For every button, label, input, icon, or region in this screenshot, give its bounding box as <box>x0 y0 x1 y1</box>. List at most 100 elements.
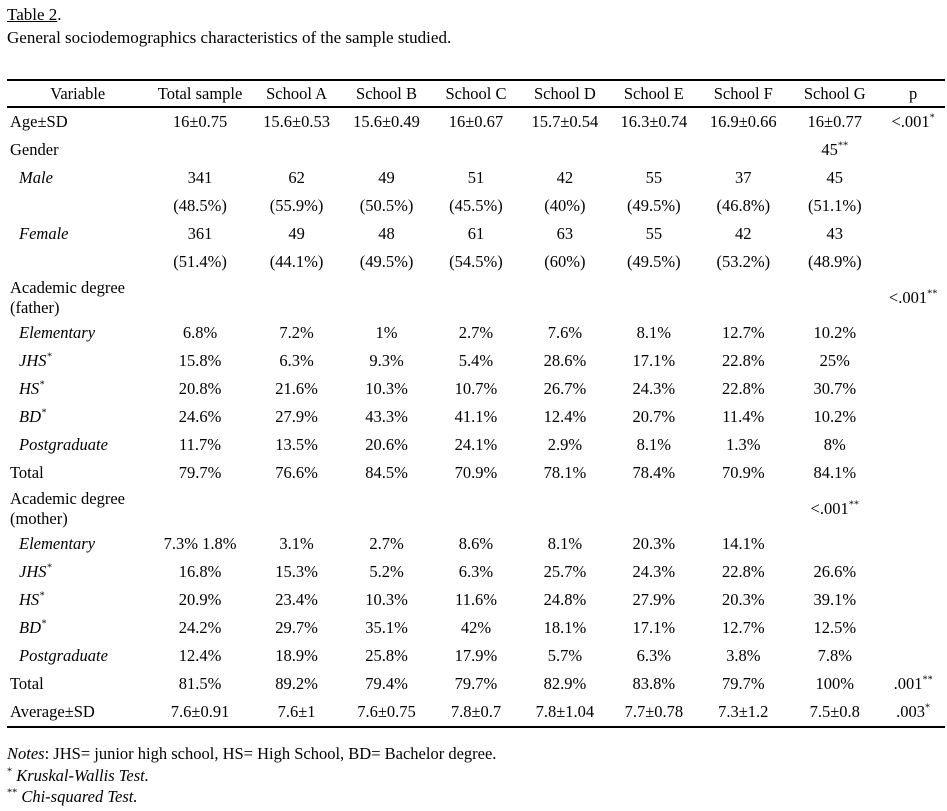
table-cell: 45 <box>826 168 844 187</box>
header-row: Variable Total sample School A School B Scho… <box>7 80 945 108</box>
table-cell <box>881 431 945 459</box>
table-cell: (40%) <box>544 196 586 215</box>
column-header-school-c: School C <box>431 80 521 108</box>
row-label: Male <box>19 168 53 187</box>
table-cell: 45** <box>821 140 849 159</box>
table-cell: 55 <box>645 224 663 243</box>
table-cell <box>252 136 342 164</box>
table-cell: 17.1% <box>632 351 676 370</box>
table-cell: 24.3% <box>632 562 676 581</box>
table-cell: (48.5%) <box>173 196 227 215</box>
table-cell: 61 <box>467 224 485 243</box>
table-cell: 79.7% <box>721 674 765 693</box>
table-cell: 18.1% <box>543 618 587 637</box>
table-cell: 9.3% <box>369 351 404 370</box>
row-label: Age±SD <box>10 112 68 131</box>
table-cell: 25% <box>819 351 850 370</box>
notes-label: Notes <box>7 744 45 763</box>
table-cell: (48.9%) <box>807 252 862 271</box>
footnote-marker: * <box>41 618 47 630</box>
table-row: Academic degree (father) <.001** <box>7 276 945 319</box>
table-cell: 42 <box>735 224 752 243</box>
table-cell <box>881 136 945 164</box>
table-cell: 7.2% <box>279 323 314 342</box>
table-cell: 42% <box>460 618 492 637</box>
table-cell: 83.8% <box>632 674 676 693</box>
table-cell: 11.7% <box>179 435 222 454</box>
table-cell: 20.7% <box>632 407 676 426</box>
table-cell <box>881 319 945 347</box>
table-row: Total 79.7% 76.6% 84.5% 70.9% 78.1% 78.4% 70.9%… <box>7 459 945 487</box>
footnote-marker: ** <box>927 288 938 299</box>
table-cell <box>149 136 252 164</box>
table-cell: 48 <box>378 224 395 243</box>
table-cell <box>609 487 698 530</box>
table-row: (48.5%) (55.9%) (50.5%) (45.5%) (40%) (49.5%)… <box>7 192 945 220</box>
table-cell: 24.6% <box>178 407 222 426</box>
table-cell: 17.9% <box>454 646 498 665</box>
table-row: Postgraduate 12.4% 18.9% 25.8% 17.9% 5.7% 6.3%… <box>7 642 945 670</box>
column-header-school-f: School F <box>698 80 789 108</box>
table-cell: 15.6±0.53 <box>263 112 330 131</box>
table-cell: 1% <box>375 323 398 342</box>
table-cell: 11.4% <box>722 407 765 426</box>
row-label: BD* <box>19 618 47 637</box>
table-cell: 8% <box>823 435 846 454</box>
table-cell: 5.2% <box>369 562 404 581</box>
abbreviations-note: Notes: JHS= junior high school, HS= High… <box>7 743 938 765</box>
table-row: Postgraduate 11.7% 13.5% 20.6% 24.1% 2.9% 8.1%… <box>7 431 945 459</box>
table-cell: 82.9% <box>543 674 587 693</box>
table-cell <box>432 487 521 530</box>
table-cell: 16±0.75 <box>172 112 228 131</box>
table-cell: 6.3% <box>458 562 494 581</box>
table-cell: 10.3% <box>365 590 408 609</box>
table-cell: 49 <box>378 168 395 187</box>
table-cell: (53.2%) <box>716 252 771 271</box>
table-row: Gender 45** <box>7 136 945 164</box>
table-cell: 24.8% <box>543 590 587 609</box>
table-cell: 21.6% <box>275 379 318 398</box>
table-cell: (49.5%) <box>359 252 414 271</box>
column-header-school-b: School B <box>341 80 432 108</box>
row-label: Postgraduate <box>19 435 108 454</box>
table-cell: 22.8% <box>721 379 765 398</box>
table-cell: 7.7±0.78 <box>624 702 684 721</box>
table-cell: 79.4% <box>365 674 408 693</box>
table-cell: 41.1% <box>454 407 498 426</box>
table-cell: (49.5%) <box>627 196 681 215</box>
table-cell: 70.9% <box>721 463 765 482</box>
table-row: Male 341 62 49 51 42 55 37 45 <box>7 164 945 192</box>
row-label: Postgraduate <box>19 646 108 665</box>
table-cell <box>520 487 609 530</box>
table-cell: 13.5% <box>275 435 318 454</box>
table-cell: 341 <box>187 168 213 187</box>
table-row: HS* 20.9% 23.4% 10.3% 11.6% 24.8% 27.9% 20.3% 39… <box>7 586 945 614</box>
table-cell: 29.7% <box>275 618 318 637</box>
table-row: Academic degree (mother) <.001** <box>7 487 945 530</box>
table-cell <box>881 642 945 670</box>
table-cell: 27.9% <box>632 590 676 609</box>
table-cell <box>881 347 945 375</box>
table-cell: 5.4% <box>458 351 494 370</box>
table-cell: 63 <box>556 224 574 243</box>
row-label <box>7 192 149 220</box>
table-cell: 7.6±1 <box>277 702 316 721</box>
column-header-total-sample: Total sample <box>148 80 252 108</box>
table-cell <box>149 487 252 530</box>
table-row: BD* 24.6% 27.9% 43.3% 41.1% 12.4% 20.7% 11.4% 10… <box>7 403 945 431</box>
table-cell: 49 <box>288 224 305 243</box>
table-cell: 100% <box>815 674 855 693</box>
row-label: HS* <box>19 590 45 609</box>
table-cell: 2.9% <box>547 435 583 454</box>
footnote-marker: * <box>925 702 931 714</box>
table-cell: 76.6% <box>275 463 318 482</box>
table-cell <box>252 276 342 319</box>
table-cell: 6.3% <box>279 351 314 370</box>
table-cell: 16±0.67 <box>448 112 504 131</box>
table-number-text: Table 2 <box>7 5 58 24</box>
table-cell: 15.6±0.49 <box>353 112 420 131</box>
table-cell: 7.3% 1.8% <box>163 534 237 553</box>
table-cell: 12.7% <box>721 618 765 637</box>
row-label: HS* <box>19 379 45 398</box>
column-header-p: p <box>881 80 945 108</box>
